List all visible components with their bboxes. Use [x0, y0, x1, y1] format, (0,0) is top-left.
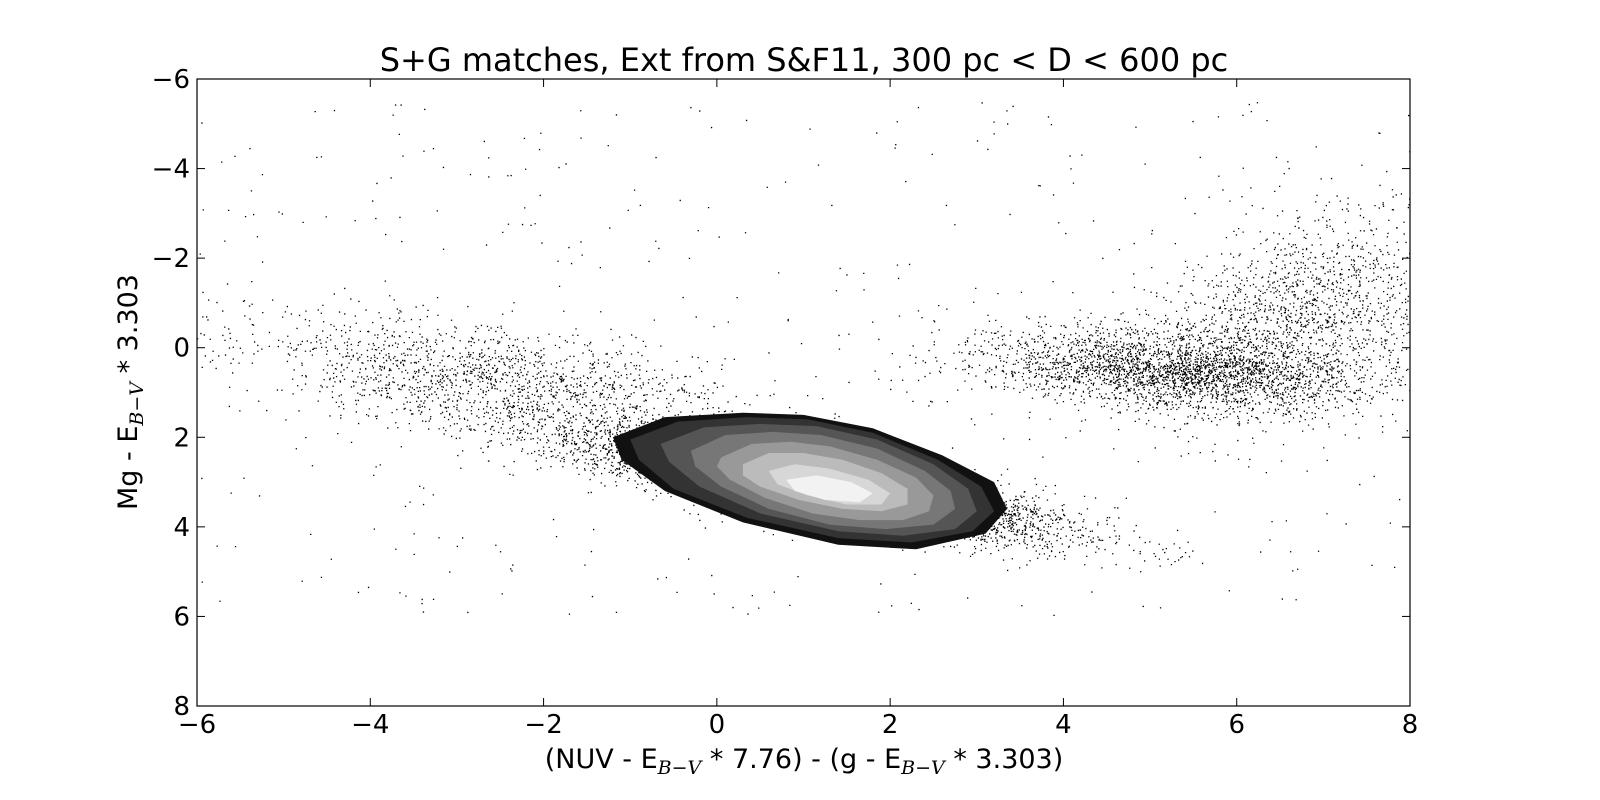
y-tick-label: 6	[173, 602, 190, 632]
y-tick-label: 8	[173, 692, 190, 722]
y-axis-label-part-2: * 3.303	[113, 274, 144, 382]
plot-frame	[196, 78, 1411, 707]
x-axis-label: (NUV - EB−V * 7.76) - (g - EB−V * 3.303)	[545, 744, 1064, 779]
y-axis-label: Mg - EB−V * 3.303	[113, 274, 148, 510]
y-axis-label-part-1: Mg - E	[113, 426, 144, 510]
x-tick-label: 2	[882, 710, 899, 740]
x-tick-label: 6	[1228, 710, 1245, 740]
axis-ticks	[196, 78, 1411, 707]
y-tick-label: 4	[173, 513, 190, 543]
x-axis-label-sub-1: B−V	[657, 757, 704, 779]
y-tick-label: −6	[152, 65, 190, 95]
x-axis-label-part-3: * 3.303)	[945, 744, 1064, 775]
x-tick-label: 4	[1055, 710, 1072, 740]
x-tick-label: −6	[178, 710, 216, 740]
y-tick-label: 2	[173, 423, 190, 453]
y-tick-label: 0	[173, 334, 190, 364]
y-tick-label: −4	[152, 155, 190, 185]
x-tick-label: −4	[351, 710, 389, 740]
x-tick-label: 8	[1402, 710, 1419, 740]
scatter-points	[197, 102, 1410, 616]
x-axis-label-part-2: * 7.76) - (g - E	[701, 744, 901, 775]
chart-title: S+G matches, Ext from S&F11, 300 pc < D …	[380, 41, 1229, 79]
x-tick-labels: −6 −4 −2 0 2 4 6 8	[178, 710, 1418, 740]
x-tick-label: −2	[524, 710, 562, 740]
contour-level-8	[786, 475, 873, 503]
x-axis-label-part-1: (NUV - E	[545, 744, 658, 775]
x-tick-label: 0	[709, 710, 726, 740]
density-contours	[612, 412, 1008, 550]
x-axis-label-sub-2: B−V	[900, 757, 947, 779]
y-tick-labels: −6 −4 −2 0 2 4 6 8	[152, 65, 190, 722]
scatter-point-cloud	[197, 102, 1410, 616]
y-axis-label-sub-1: B−V	[126, 380, 148, 427]
y-tick-label: −2	[152, 244, 190, 274]
